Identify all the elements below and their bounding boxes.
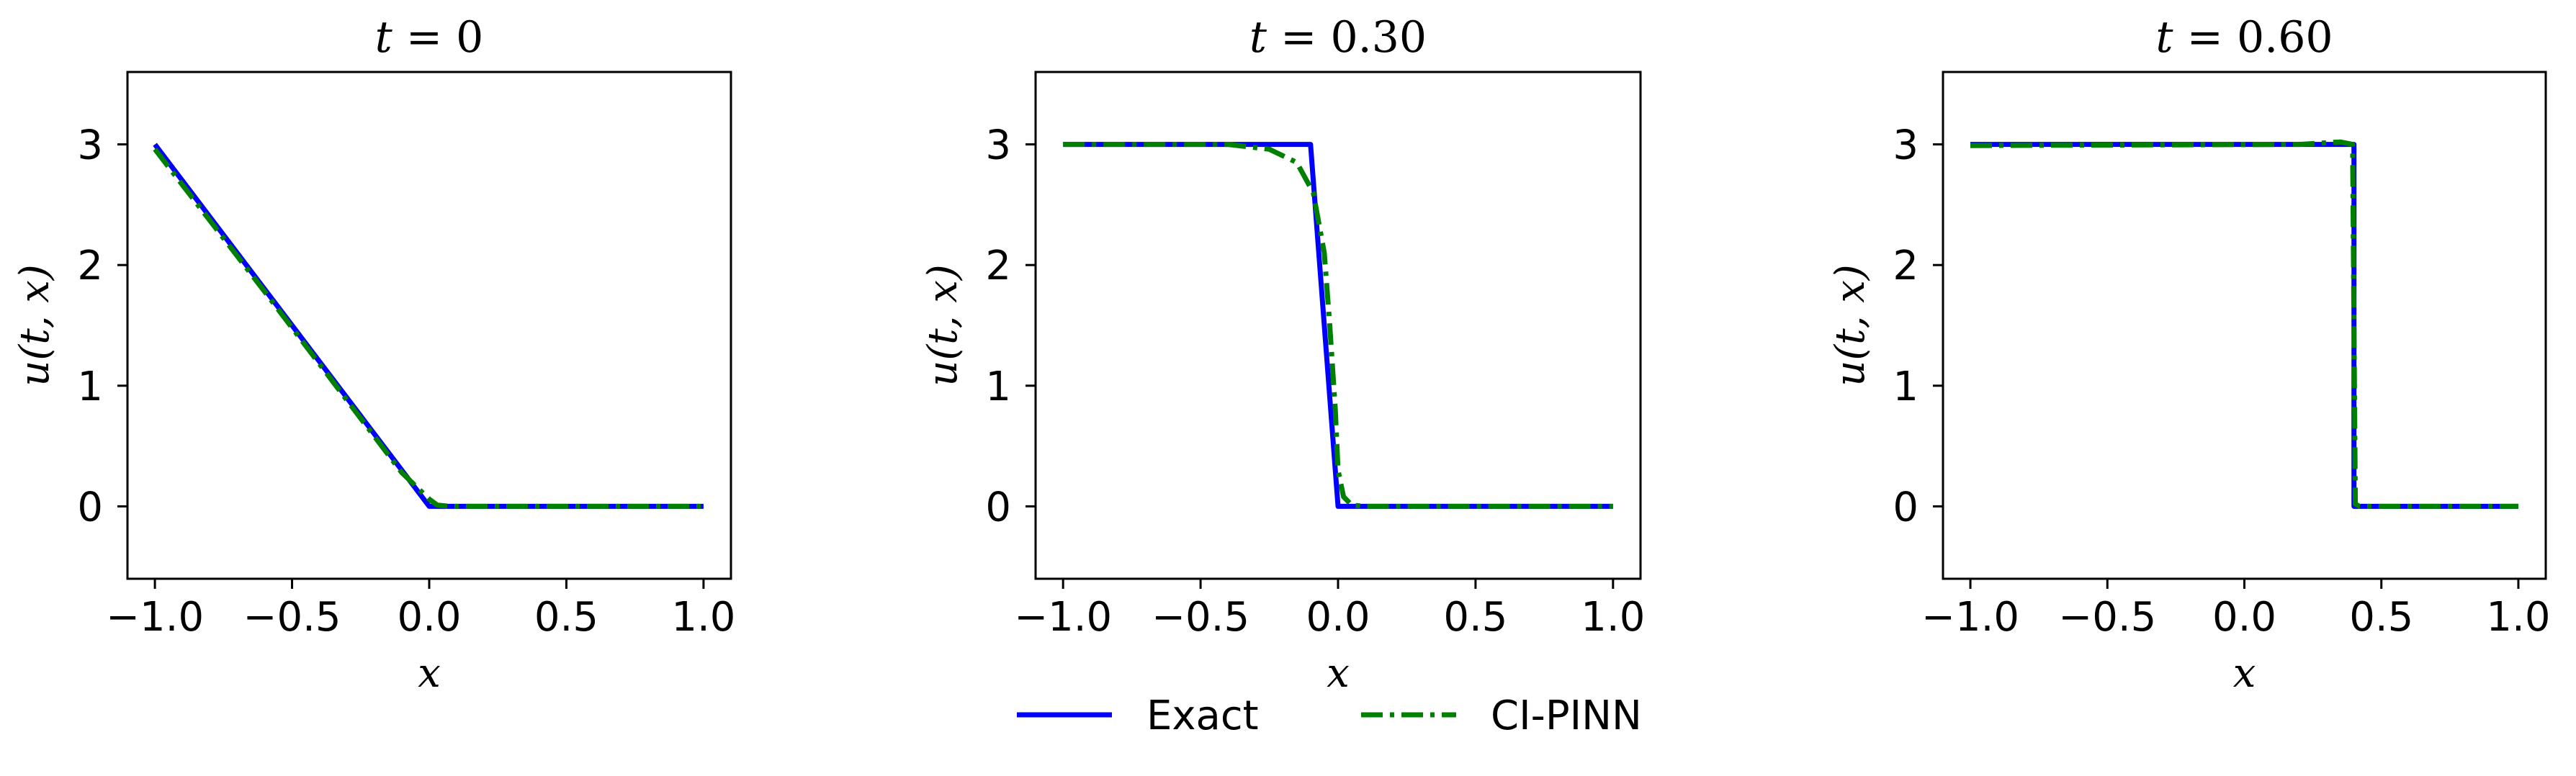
x-tick-label: −0.5 bbox=[1152, 594, 1249, 641]
y-axis-label: u(t, x) bbox=[1827, 264, 1874, 386]
y-tick-label: 0 bbox=[77, 484, 103, 531]
x-tick-label: 1.0 bbox=[2486, 594, 2550, 641]
x-tick-label: 0.5 bbox=[534, 594, 598, 641]
x-tick-label: 1.0 bbox=[1581, 594, 1645, 641]
subplot-title: t = 0 bbox=[375, 12, 484, 63]
x-axis-label: x bbox=[1327, 650, 1350, 697]
x-tick-label: −0.5 bbox=[243, 594, 341, 641]
legend: Exact CI-PINN bbox=[1017, 692, 1642, 739]
y-tick-label: 0 bbox=[985, 484, 1011, 531]
y-tick-label: 0 bbox=[1893, 484, 1918, 531]
y-tick-label: 1 bbox=[985, 364, 1011, 410]
subplot-title: t = 0.60 bbox=[2155, 12, 2333, 63]
y-tick-label: 3 bbox=[985, 122, 1011, 169]
subplot-1: −1.0 −0.5 0.0 0.5 1.0 0 1 2 3 x u(t, x) t = 0 bbox=[12, 12, 735, 697]
x-tick-label: −1.0 bbox=[1014, 594, 1112, 641]
x-tick-label: 1.0 bbox=[671, 594, 735, 641]
y-tick-label: 1 bbox=[77, 364, 103, 410]
subplot-3: −1.0 −0.5 0.0 0.5 1.0 0 1 2 3 x u(t, x) t = 0.60 bbox=[1827, 12, 2550, 697]
legend-label-exact: Exact bbox=[1146, 692, 1259, 739]
x-tick-label: 0.5 bbox=[1443, 594, 1507, 641]
x-tick-label: 0.0 bbox=[2212, 594, 2276, 641]
y-tick-label: 2 bbox=[77, 243, 103, 289]
axes-frame bbox=[1942, 71, 2547, 580]
series-line-exact bbox=[153, 143, 704, 509]
y-tick-label: 2 bbox=[1893, 243, 1918, 289]
x-tick-label: −0.5 bbox=[2058, 594, 2156, 641]
y-tick-label: 1 bbox=[1893, 364, 1918, 410]
y-tick-label: 3 bbox=[77, 122, 103, 169]
y-tick-label: 2 bbox=[985, 243, 1011, 289]
subplot-title: t = 0.30 bbox=[1249, 12, 1427, 63]
subplot-2: −1.0 −0.5 0.0 0.5 1.0 0 1 2 3 x u(t, x) t = 0.30 bbox=[920, 12, 1645, 697]
y-axis-label: u(t, x) bbox=[12, 264, 58, 386]
x-axis-label: x bbox=[418, 650, 441, 697]
series-line-exact bbox=[1970, 142, 2518, 509]
x-tick-label: −1.0 bbox=[1921, 594, 2019, 641]
x-tick-label: 0.0 bbox=[1306, 594, 1370, 641]
x-tick-label: 0.0 bbox=[397, 594, 461, 641]
series-line-ci-pinn bbox=[153, 148, 704, 509]
y-axis-label: u(t, x) bbox=[920, 264, 966, 386]
x-tick-label: 0.5 bbox=[2349, 594, 2413, 641]
y-tick-label: 3 bbox=[1893, 122, 1918, 169]
series-line-ci-pinn bbox=[1970, 139, 2518, 509]
x-axis-label: x bbox=[2233, 650, 2256, 697]
x-tick-label: −1.0 bbox=[106, 594, 204, 641]
legend-label-ci-pinn: CI-PINN bbox=[1491, 692, 1642, 739]
series-line-ci-pinn bbox=[1063, 142, 1613, 509]
